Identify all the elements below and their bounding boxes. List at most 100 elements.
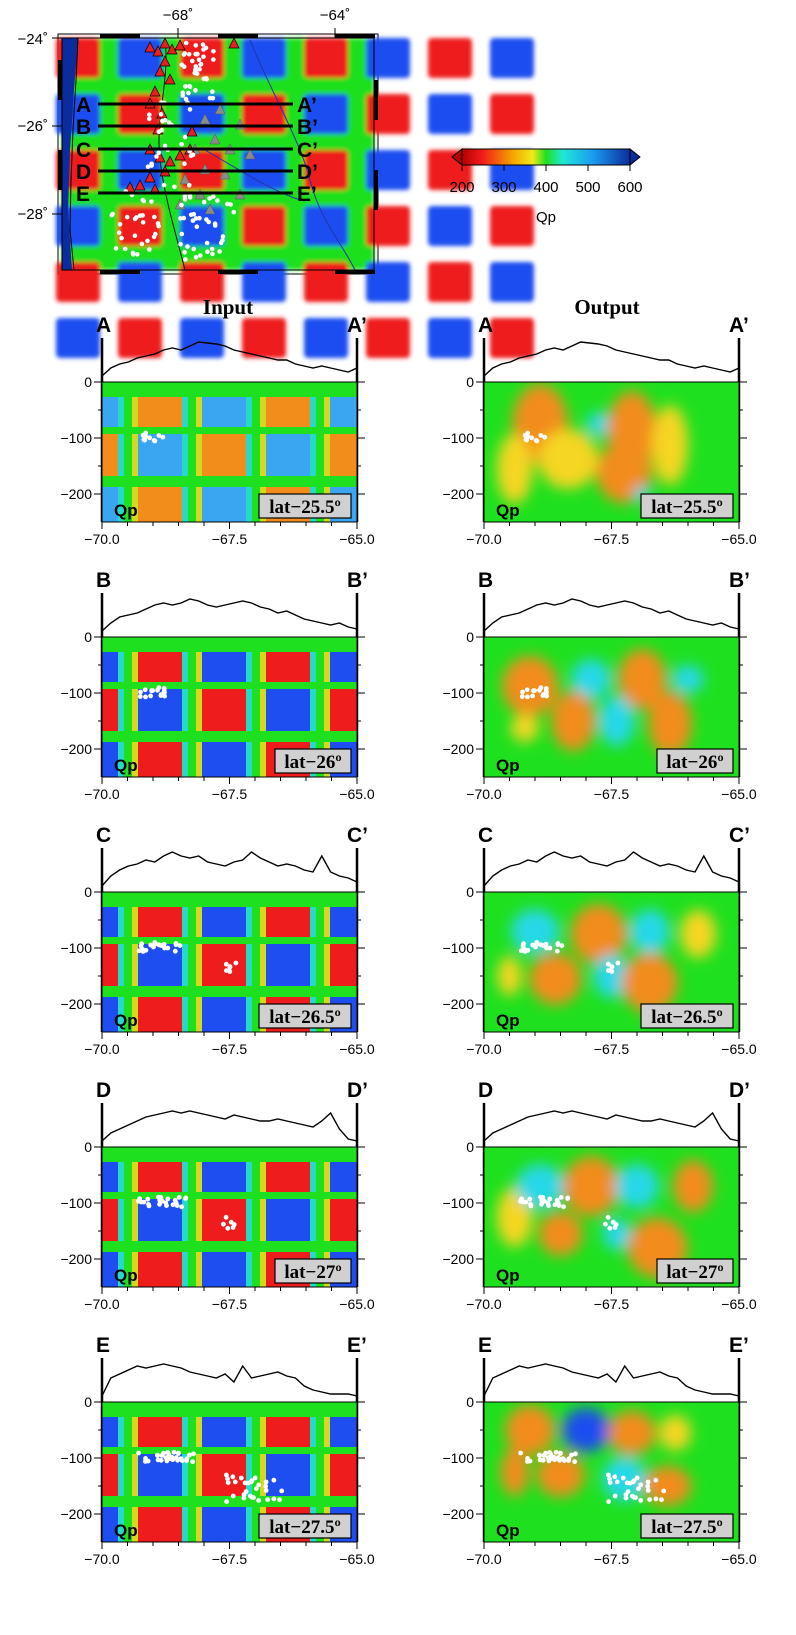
- hypocenter-dot: [147, 435, 153, 441]
- x-tick-label: −70.0: [84, 1296, 120, 1312]
- section-start-label: C: [96, 824, 111, 847]
- station-marker: [209, 133, 221, 145]
- cross-sections: A A’0−100−200−70.0 −67.5 −65.0Qp lat−25.5ºA A…: [60, 314, 756, 1567]
- input-cell: [394, 1162, 438, 1192]
- input-cell-edge: [310, 397, 316, 427]
- x-tick-label: −70.0: [466, 531, 502, 547]
- section-a: A A’0−100−200−70.0 −67.5 −65.0Qp lat−25.5ºA A…: [60, 314, 756, 547]
- input-cell-edge: [132, 742, 138, 777]
- input-panel: D D’ 0 −100 −200 −70.0 −67.5 −65.0 Qp lat−27º: [60, 1079, 438, 1312]
- section-start-label: D: [478, 1079, 493, 1102]
- section-start-label: B: [478, 569, 493, 592]
- input-cell-edge: [388, 1454, 394, 1496]
- input-cell: [266, 1162, 310, 1192]
- event-dot: [220, 238, 225, 243]
- input-cell-edge: [118, 1507, 124, 1542]
- map-lat-label-2: −26˚: [18, 118, 48, 135]
- input-cell-edge: [374, 944, 380, 986]
- y-tick-label: −100: [60, 685, 92, 701]
- output-anomaly: [538, 429, 599, 489]
- hypocenter-dot: [524, 437, 530, 443]
- hypocenter-dot: [552, 1457, 558, 1463]
- hypocenter-dot: [148, 693, 154, 699]
- input-cell-edge: [132, 652, 138, 682]
- column-title-input: Input: [203, 295, 253, 319]
- input-panel: E E’ 0 −100 −200 −70.0 −67.5 −65.0 Qp lat−27.5º: [60, 1334, 444, 1567]
- input-cell: [202, 1199, 246, 1241]
- input-cell-edge: [438, 1417, 444, 1447]
- event-dot: [231, 209, 237, 215]
- hypocenter-dot: [158, 693, 164, 698]
- x-tick-label: −70.0: [84, 786, 120, 802]
- input-panel: C C’ 0 −100 −200 −70.0 −67.5 −65.0 Qp lat−26.5º: [60, 824, 444, 1057]
- event-dot: [141, 198, 147, 204]
- volcano-marker: [166, 43, 178, 55]
- event-dot: [210, 89, 215, 94]
- profile-end-label: E’: [297, 183, 317, 206]
- input-cell-edge: [196, 434, 202, 476]
- hypocenter-dot: [150, 688, 156, 693]
- input-cell-edge: [324, 434, 330, 476]
- map-cell-low-q: [180, 262, 224, 302]
- event-dot: [212, 223, 218, 228]
- map-cell-low-q: [366, 94, 410, 134]
- event-dot: [203, 45, 209, 51]
- hypocenter-dot: [138, 1199, 144, 1205]
- section-end-label: A’: [347, 314, 367, 337]
- profile-end-label: B’: [297, 116, 318, 139]
- input-cell-edge: [374, 1507, 380, 1542]
- event-dot: [225, 201, 230, 207]
- map-cell-low-q: [490, 94, 534, 134]
- input-cell-edge: [118, 434, 124, 476]
- hypocenter-dot: [139, 941, 145, 947]
- output-anomaly: [563, 1156, 620, 1217]
- input-cell-edge: [246, 397, 252, 427]
- input-cell: [394, 1507, 438, 1542]
- input-cell: [102, 997, 118, 1032]
- x-tick-label: −70.0: [84, 531, 120, 547]
- input-cell: [202, 397, 246, 427]
- hypocenter-dot: [171, 1449, 177, 1455]
- topography-line: [101, 851, 358, 887]
- input-cell: [102, 1162, 118, 1192]
- topography-line: [101, 598, 358, 632]
- hypocenter-dot: [225, 1225, 231, 1231]
- input-cell-edge: [196, 487, 202, 522]
- map-cell-high-q: [366, 262, 410, 302]
- event-dot: [191, 246, 197, 252]
- input-cell: [102, 1417, 118, 1447]
- input-cell-edge: [260, 1454, 266, 1496]
- input-cell: [330, 907, 357, 937]
- input-cell: [102, 907, 118, 937]
- map-cell-low-q: [366, 318, 410, 358]
- output-anomaly: [504, 1405, 555, 1455]
- section-start-label: A: [96, 314, 111, 337]
- input-cell-edge: [118, 1417, 124, 1447]
- station-marker: [214, 103, 226, 115]
- input-cell-edge: [182, 1454, 188, 1496]
- hypocenter-dot: [136, 1450, 142, 1456]
- input-cell-edge: [182, 907, 188, 937]
- hypocenter-dot: [172, 948, 178, 954]
- event-dot: [124, 214, 130, 220]
- hypocenter-dot: [636, 1486, 641, 1491]
- hypocenter-dot: [606, 1499, 611, 1504]
- input-cell-edge: [374, 652, 380, 682]
- event-dot: [185, 244, 190, 249]
- section-qp-label: Qp: [114, 501, 138, 520]
- map-frame-bar: [218, 270, 258, 274]
- input-cell: [394, 397, 438, 427]
- hypocenter-dot: [157, 1198, 163, 1204]
- input-cell-edge: [324, 652, 330, 682]
- input-cell-edge: [438, 907, 444, 937]
- map-ocean: [62, 38, 78, 270]
- y-tick-label: −200: [442, 486, 474, 502]
- hypocenter-dot: [539, 1201, 544, 1207]
- hypocenter-dot: [528, 1203, 534, 1209]
- input-cell: [394, 487, 438, 522]
- hypocenter-dot: [544, 693, 549, 699]
- output-anomaly: [510, 714, 539, 742]
- map-cell-low-q: [428, 262, 472, 302]
- input-cell-edge: [246, 997, 252, 1032]
- section-lat-label: lat−26º: [666, 752, 723, 773]
